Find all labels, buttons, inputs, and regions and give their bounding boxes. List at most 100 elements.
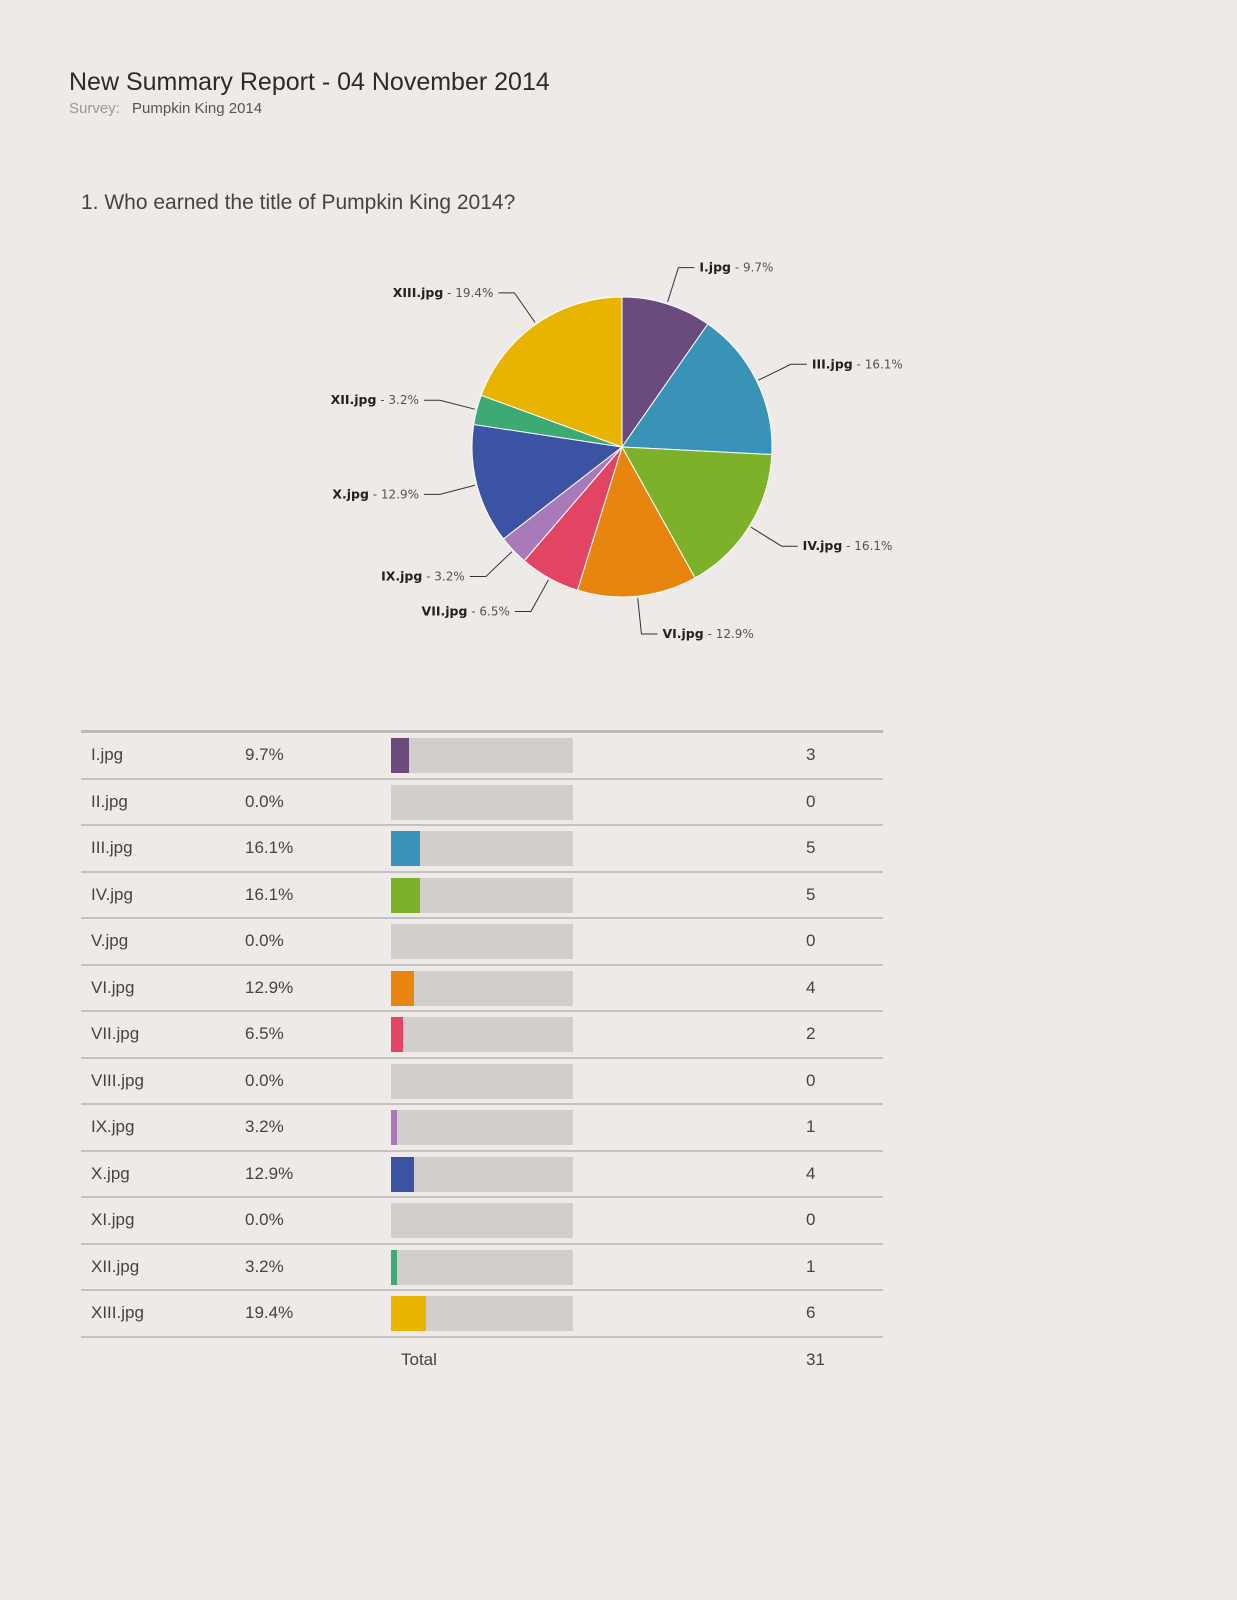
pie-label-name: X.jpg [332,486,369,501]
question-title: 1. Who earned the title of Pumpkin King … [81,191,516,214]
row-bar-track [391,877,573,913]
row-label: VII.jpg [91,1024,140,1043]
table-row: XII.jpg 3.2% 1 [81,1245,883,1291]
pie-leader-line [758,363,807,381]
pie-chart: I.jpg - 9.7% III.jpg - 16.1% IV.jpg - 16.1… [331,260,903,641]
pie-label: X.jpg - 12.9% [332,486,419,501]
pie-label: I.jpg - 9.7% [699,260,773,275]
row-bar-track [391,970,573,1006]
pie-leader-line [667,267,695,303]
row-count: 5 [806,838,816,857]
row-label: IV.jpg [91,884,133,904]
pie-label-percent: 16.1% [865,357,903,371]
pie-label: VII.jpg - 6.5% [422,603,510,618]
row-label: VIII.jpg [91,1070,144,1090]
row-percent: 0.0% [245,1070,284,1090]
row-bar-fill [391,1017,403,1052]
pie-label: III.jpg - 16.1% [812,356,903,371]
pie-label-name: XII.jpg [331,392,377,407]
row-label: XII.jpg [91,1256,140,1276]
pie-label-separator: - [853,357,865,371]
row-percent: 12.9% [245,1163,294,1183]
row-bar-track [391,924,573,959]
row-count: 1 [806,1256,816,1276]
pie-slice [621,446,773,579]
row-count: 0 [806,931,816,950]
table-row: VIII.jpg 0.0% 0 [81,1059,883,1105]
survey-label: Survey: [69,100,120,117]
row-count: 3 [806,745,816,764]
pie-label-name: VII.jpg [422,603,468,618]
row-label: V.jpg [91,931,129,950]
pie-label: IV.jpg - 16.1% [803,538,893,553]
row-bar-track [391,738,573,773]
row-percent: 0.0% [245,931,284,950]
row-bar-fill [391,1296,427,1331]
pie-leader-line [469,551,513,578]
row-percent: 16.1% [245,884,294,904]
pie-leader-line [424,484,476,495]
row-label: I.jpg [91,745,124,764]
pie-label-name: VI.jpg [662,626,703,641]
table-row: IV.jpg 16.1% 5 [81,873,883,919]
row-bar-track [391,1249,573,1285]
table-row: I.jpg 9.7% 3 [81,733,883,780]
pie-label-percent: 19.4% [455,286,493,300]
pie-label-name: XIII.jpg [393,285,444,300]
pie-label-separator: - [376,393,388,407]
row-label: XIII.jpg [91,1303,144,1322]
pie-slice [471,423,624,540]
pie-label: VI.jpg - 12.9% [662,626,753,641]
table-row: XIII.jpg 19.4% 6 [81,1291,883,1338]
pie-label-name: III.jpg [812,356,853,371]
row-bar-fill [391,1249,397,1285]
table-row: X.jpg 12.9% 4 [81,1152,883,1198]
pie-label-separator: - [369,487,381,501]
row-label: II.jpg [91,791,128,811]
pie-label: IX.jpg - 3.2% [381,569,465,584]
survey-line: Survey: Pumpkin King 2014 [69,100,262,117]
row-count: 2 [806,1024,816,1043]
row-bar-track [391,1017,573,1052]
pie-label-name: IV.jpg [803,538,843,553]
row-percent: 19.4% [245,1303,294,1322]
row-label: XI.jpg [91,1210,135,1229]
table-row: VII.jpg 6.5% 2 [81,1012,883,1059]
pie-label: XII.jpg - 3.2% [331,392,419,407]
pie-leader-line [750,526,798,547]
pie-leader-line [637,598,658,635]
row-bar-track [391,831,573,866]
row-bar-fill [391,831,421,866]
row-percent: 12.9% [245,977,294,997]
pie-slice [576,445,696,598]
row-percent: 16.1% [245,838,294,857]
pie-label-percent: 12.9% [381,487,419,501]
row-count: 0 [806,791,816,811]
pie-label-separator: - [467,604,479,618]
row-count: 4 [806,977,816,997]
row-count: 4 [806,1163,816,1183]
row-percent: 0.0% [245,1210,284,1229]
pie-leader-line [498,292,536,323]
row-count: 5 [806,884,816,904]
row-bar-track [391,784,573,820]
pie-label-percent: 9.7% [743,261,774,275]
row-percent: 9.7% [245,745,284,764]
pie-label-separator: - [422,570,434,584]
row-count: 0 [806,1210,816,1229]
row-bar-track [391,1203,573,1238]
row-count: 0 [806,1070,816,1090]
pie-leader-line [423,399,475,410]
row-percent: 6.5% [245,1024,284,1043]
row-percent: 3.2% [245,1256,284,1276]
pie-label-percent: 6.5% [479,604,510,618]
table-row: III.jpg 16.1% 5 [81,826,883,873]
pie-slice [480,296,623,448]
row-count: 1 [806,1117,816,1136]
row-bar-track [391,1156,573,1192]
pie-label-separator: - [443,286,455,300]
pie-label-percent: 12.9% [716,627,754,641]
row-count: 6 [806,1303,816,1322]
row-bar-track [391,1063,573,1099]
results-table: I.jpg 9.7% 3 II.jpg 0.0% 0 III.jpg 16.1% 5 IV.jpg… [81,730,883,1382]
